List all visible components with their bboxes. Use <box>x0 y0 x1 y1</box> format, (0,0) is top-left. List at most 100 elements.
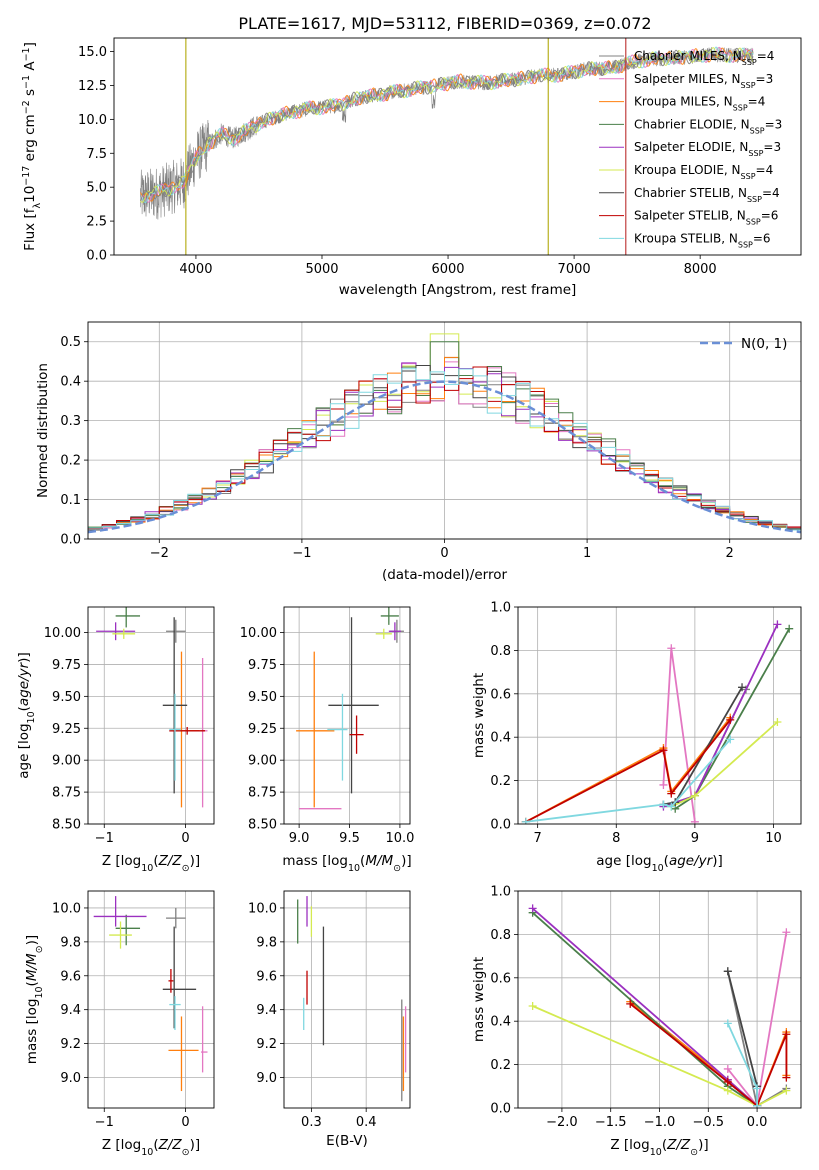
y-tick-label: 0.2 <box>490 774 511 789</box>
plot-area <box>297 896 407 1102</box>
x-tick-label: 0.4 <box>356 1115 377 1130</box>
weight-marker <box>773 620 782 629</box>
x-tick-label: 9 <box>691 831 699 846</box>
spectrum-panel: 4000 5000 6000 7000 8000 0.0 2.5 5.0 7.5 10.0 12.5… <box>21 37 802 298</box>
plot-area <box>93 896 208 1092</box>
weight-marker <box>782 928 791 937</box>
x-tick-label: 10 <box>765 831 782 846</box>
x-axis-label: Z [log10(Z/Z⊙)] <box>610 1137 708 1158</box>
plot-area <box>528 904 791 1108</box>
legend-label: Kroupa ELODIE, NSSP=4 <box>634 163 773 181</box>
plot-area <box>96 607 208 808</box>
weight-marker <box>659 800 668 809</box>
weight-marker <box>723 1019 732 1028</box>
weight-line <box>525 738 731 823</box>
x-tick-label: −1.5 <box>595 1115 627 1130</box>
y-tick-label: 9.8 <box>60 935 81 950</box>
weight-marker <box>723 1086 732 1095</box>
y-tick-label: 9.4 <box>60 1003 81 1018</box>
x-axis-label: wavelength [Angstrom, rest frame] <box>339 282 577 298</box>
y-tick-label: 0.4 <box>490 731 511 746</box>
y-tick-label: 9.6 <box>60 969 81 984</box>
weight-marker <box>690 791 699 800</box>
y-tick-label: 9.0 <box>60 1071 81 1086</box>
y-tick-label: 0.0 <box>490 1102 511 1117</box>
y-tick-label: 2.5 <box>86 215 107 230</box>
x-tick-label: 2 <box>726 546 734 561</box>
y-tick-label: 9.50 <box>52 690 81 705</box>
weight-marker <box>528 904 537 913</box>
legend-label: Chabrier MILES, NSSP=4 <box>634 49 774 67</box>
y-tick-label: 9.00 <box>52 754 81 769</box>
x-tick-label: 8 <box>612 831 620 846</box>
axes-frame <box>87 606 215 825</box>
x-tick-label: 9.0 <box>289 831 310 846</box>
x-tick-label: 0 <box>181 831 189 846</box>
weight-vs-metallicity-panel: −2.0 −1.5 −1.0 −0.5 0.0 0.0 0.2 0.4 0.6 0.8 1.0 Z [… <box>471 885 802 1158</box>
x-tick-label: 6000 <box>431 262 464 277</box>
y-axis-label: mass [log10(M/M⊙)] <box>24 935 45 1064</box>
weight-vs-age-panel: 7 8 9 10 0.0 0.2 0.4 0.6 0.8 1.0 age [log10(age/yr… <box>471 601 802 874</box>
x-tick-label: 4000 <box>179 262 212 277</box>
x-tick-label: −2 <box>150 546 169 561</box>
y-tick-label: 9.25 <box>248 722 277 737</box>
legend-label: Salpeter ELODIE, NSSP=3 <box>634 140 781 158</box>
y-tick-label: 9.4 <box>256 1003 277 1018</box>
y-tick-label: 9.25 <box>52 722 81 737</box>
x-axis-label: (data-model)/error <box>382 567 508 583</box>
weight-marker <box>528 1002 537 1011</box>
weight-marker <box>753 1101 762 1108</box>
legend-label: Kroupa STELIB, NSSP=6 <box>634 231 771 249</box>
axes-frame <box>113 37 802 256</box>
y-tick-label: 8.75 <box>52 786 81 801</box>
y-axis-label: age [log10(age/yr)] <box>16 652 37 778</box>
y-tick-label: 0.8 <box>490 928 511 943</box>
y-tick-label: 9.75 <box>52 658 81 673</box>
y-tick-label: 1.0 <box>490 601 511 616</box>
x-tick-label: 0 <box>181 1115 189 1130</box>
y-tick-label: 15.0 <box>78 45 107 60</box>
weight-marker <box>738 683 747 692</box>
age-vs-metallicity-panel: −1 0 8.50 8.75 9.00 9.25 9.50 9.75 10.00 Z [log10… <box>16 606 215 874</box>
plot-area <box>296 607 404 810</box>
model-spectrum-line <box>140 47 754 202</box>
x-tick-label: −0.5 <box>693 1115 725 1130</box>
weight-marker <box>723 967 732 976</box>
y-tick-label: 0.1 <box>60 493 81 508</box>
y-tick-label: 9.50 <box>248 690 277 705</box>
weight-marker <box>690 817 699 824</box>
legend-label: Chabrier STELIB, NSSP=4 <box>634 186 780 204</box>
y-axis-label: mass weight <box>471 673 487 758</box>
y-tick-label: 1.0 <box>490 885 511 900</box>
y-axis-label: Flux [fλ10−17 erg cm−2 s−1 A−1] <box>21 42 43 251</box>
weight-marker <box>785 624 794 633</box>
y-tick-label: 0.0 <box>60 533 81 548</box>
x-tick-label: 10.0 <box>385 831 414 846</box>
axes-frame <box>87 890 215 1109</box>
legend-label: N(0, 1) <box>741 336 787 352</box>
y-tick-label: 8.75 <box>248 786 277 801</box>
x-tick-label: 5000 <box>305 262 338 277</box>
y-tick-label: 9.2 <box>256 1037 277 1052</box>
y-tick-label: 9.00 <box>248 754 277 769</box>
weight-marker <box>782 1073 791 1082</box>
weight-marker <box>782 1030 791 1039</box>
model-spectrum-line <box>140 46 754 203</box>
x-tick-label: −1 <box>95 1115 114 1130</box>
x-axis-label: E(B-V) <box>326 1133 368 1149</box>
weight-marker <box>773 718 782 727</box>
x-axis-label: mass [log10(M/M⊙)] <box>282 853 411 874</box>
normal-reference-curve <box>88 380 801 534</box>
axes-frame <box>517 890 802 1109</box>
weight-marker <box>659 746 668 755</box>
y-tick-label: 0.2 <box>490 1058 511 1073</box>
y-tick-label: 9.75 <box>248 658 277 673</box>
y-tick-label: 0.0 <box>490 818 511 833</box>
x-tick-label: 0 <box>440 546 448 561</box>
axes-frame <box>283 890 411 1109</box>
plot-area <box>521 620 794 824</box>
y-tick-label: 9.2 <box>60 1037 81 1052</box>
x-tick-label: 7 <box>534 831 542 846</box>
x-tick-label: 9.5 <box>339 831 360 846</box>
y-tick-label: 7.5 <box>86 147 107 162</box>
